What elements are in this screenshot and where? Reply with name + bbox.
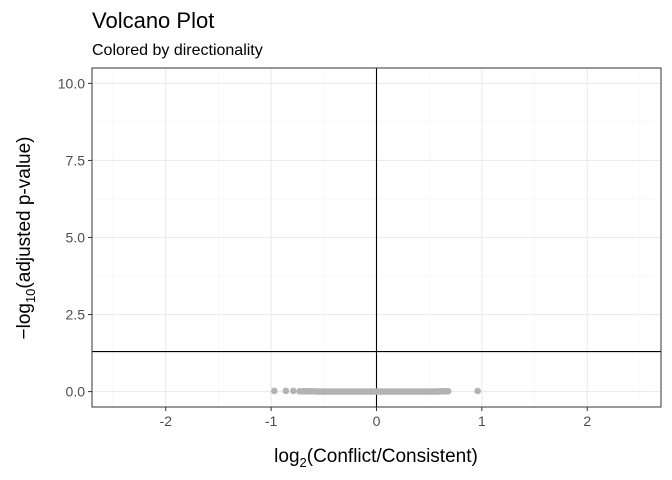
chart-title: Volcano Plot xyxy=(92,8,214,33)
y-tick-label: 2.5 xyxy=(66,307,86,323)
x-tick-label: -1 xyxy=(265,413,278,429)
y-tick-label: 7.5 xyxy=(66,152,86,168)
reference-lines xyxy=(92,68,661,407)
y-tick-label: 5.0 xyxy=(66,230,86,246)
x-tick-label: 0 xyxy=(373,413,381,429)
x-axis-label: log2(Conflict/Consistent) xyxy=(274,446,478,470)
y-axis-ticks: 0.0 2.5 5.0 7.5 10.0 xyxy=(58,75,92,400)
x-tick-label: 2 xyxy=(583,413,591,429)
x-axis-ticks: -2 -1 0 1 2 xyxy=(160,407,591,429)
data-point xyxy=(270,387,278,395)
chart-subtitle: Colored by directionality xyxy=(92,42,263,59)
data-point xyxy=(289,387,297,395)
x-tick-label: 1 xyxy=(478,413,486,429)
y-axis-label: −log10(adjusted p-value) xyxy=(14,136,38,339)
data-point xyxy=(474,387,481,395)
data-point xyxy=(444,387,452,395)
data-points xyxy=(270,387,481,395)
y-tick-label: 10.0 xyxy=(58,75,85,91)
y-tick-label: 0.0 xyxy=(66,384,86,400)
data-point xyxy=(282,387,290,395)
x-tick-label: -2 xyxy=(160,413,173,429)
